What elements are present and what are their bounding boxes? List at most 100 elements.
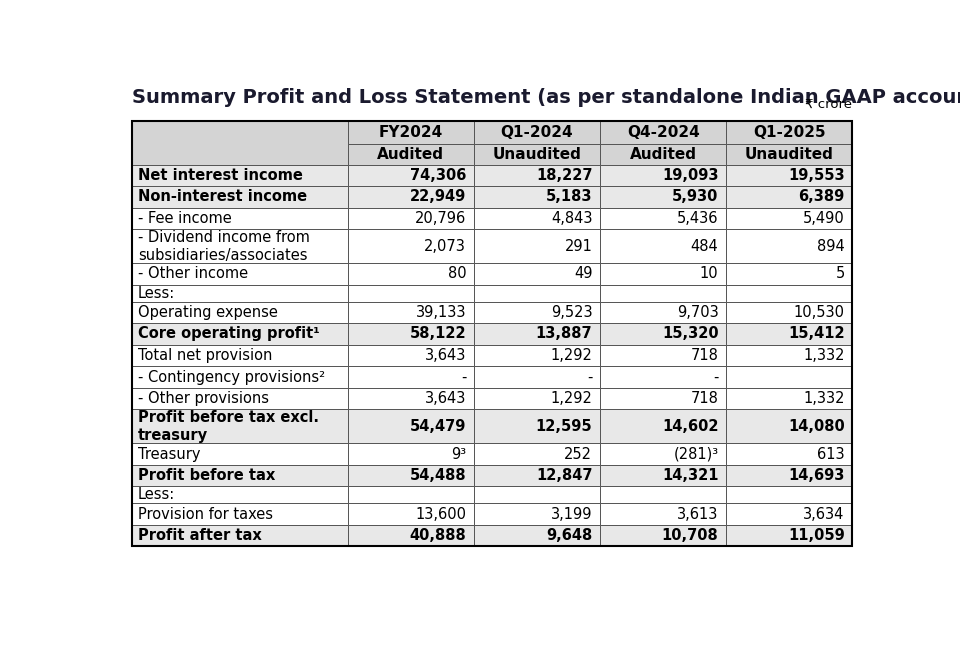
Bar xyxy=(474,503,600,525)
Bar xyxy=(600,323,727,345)
Bar xyxy=(600,486,727,503)
Bar xyxy=(474,465,600,486)
Bar xyxy=(727,186,852,208)
Bar xyxy=(600,444,727,465)
Bar xyxy=(132,302,348,323)
Bar xyxy=(474,263,600,285)
Text: -: - xyxy=(587,370,592,385)
Text: 15,412: 15,412 xyxy=(788,326,845,341)
Bar xyxy=(727,229,852,263)
Bar xyxy=(474,285,600,302)
Bar xyxy=(727,285,852,302)
Text: Less:: Less: xyxy=(138,285,175,301)
Text: 14,602: 14,602 xyxy=(662,419,718,434)
Text: 718: 718 xyxy=(690,348,718,363)
Bar xyxy=(600,345,727,366)
Bar xyxy=(474,144,600,165)
Text: 1,292: 1,292 xyxy=(550,391,592,406)
Bar xyxy=(348,302,474,323)
Bar xyxy=(474,525,600,546)
Bar xyxy=(474,121,600,144)
Bar xyxy=(600,144,727,165)
Bar xyxy=(132,229,348,263)
Text: 40,888: 40,888 xyxy=(410,529,467,543)
Text: 2,073: 2,073 xyxy=(424,239,467,254)
Bar xyxy=(727,525,852,546)
Bar xyxy=(600,263,727,285)
Text: Provision for taxes: Provision for taxes xyxy=(138,507,273,522)
Text: 3,199: 3,199 xyxy=(551,507,592,522)
Bar xyxy=(348,366,474,388)
Bar xyxy=(727,144,852,165)
Bar xyxy=(600,208,727,229)
Text: 54,479: 54,479 xyxy=(410,419,467,434)
Text: - Other income: - Other income xyxy=(138,266,248,281)
Bar xyxy=(600,366,727,388)
Text: Q1-2025: Q1-2025 xyxy=(753,125,826,140)
Text: Unaudited: Unaudited xyxy=(492,147,582,161)
Text: -: - xyxy=(713,370,718,385)
Text: Less:: Less: xyxy=(138,488,175,502)
Bar xyxy=(348,229,474,263)
Text: 613: 613 xyxy=(817,447,845,461)
Bar xyxy=(727,465,852,486)
Text: Audited: Audited xyxy=(377,147,444,161)
Bar xyxy=(348,503,474,525)
Bar xyxy=(348,444,474,465)
Text: 252: 252 xyxy=(564,447,592,461)
Bar xyxy=(474,388,600,409)
Text: 10,530: 10,530 xyxy=(794,305,845,320)
Bar xyxy=(348,263,474,285)
Bar xyxy=(132,486,348,503)
Text: 5,183: 5,183 xyxy=(546,189,592,204)
Text: 9,648: 9,648 xyxy=(546,529,592,543)
Bar xyxy=(727,388,852,409)
Text: FY2024: FY2024 xyxy=(379,125,444,140)
Text: 5: 5 xyxy=(835,266,845,281)
Text: 3,634: 3,634 xyxy=(804,507,845,522)
Text: Core operating profit¹: Core operating profit¹ xyxy=(138,326,320,341)
Bar xyxy=(727,486,852,503)
Bar xyxy=(348,165,474,186)
Bar xyxy=(348,345,474,366)
Text: 9³: 9³ xyxy=(451,447,467,461)
Text: 13,600: 13,600 xyxy=(416,507,467,522)
Bar xyxy=(727,409,852,444)
Bar xyxy=(727,444,852,465)
Text: (281)³: (281)³ xyxy=(673,447,718,461)
Bar xyxy=(474,366,600,388)
Text: - Contingency provisions²: - Contingency provisions² xyxy=(138,370,324,385)
Text: 11,059: 11,059 xyxy=(788,529,845,543)
Bar xyxy=(132,345,348,366)
Bar xyxy=(132,388,348,409)
Text: 5,436: 5,436 xyxy=(677,211,718,226)
Text: Summary Profit and Loss Statement (as per standalone Indian GAAP accounts): Summary Profit and Loss Statement (as pe… xyxy=(132,88,960,107)
Text: 1,332: 1,332 xyxy=(804,348,845,363)
Text: 6,389: 6,389 xyxy=(799,189,845,204)
Text: 894: 894 xyxy=(817,239,845,254)
Bar xyxy=(348,465,474,486)
Bar xyxy=(348,208,474,229)
Bar xyxy=(474,486,600,503)
Text: Audited: Audited xyxy=(630,147,697,161)
Text: 1,332: 1,332 xyxy=(804,391,845,406)
Text: 80: 80 xyxy=(447,266,467,281)
Bar xyxy=(474,409,600,444)
Bar xyxy=(600,409,727,444)
Text: 9,523: 9,523 xyxy=(551,305,592,320)
Text: 12,847: 12,847 xyxy=(536,468,592,483)
Bar xyxy=(348,409,474,444)
Text: 5,490: 5,490 xyxy=(803,211,845,226)
Bar xyxy=(132,525,348,546)
Bar xyxy=(132,465,348,486)
Text: Profit after tax: Profit after tax xyxy=(138,529,261,543)
Bar xyxy=(474,323,600,345)
Bar xyxy=(600,302,727,323)
Bar xyxy=(474,302,600,323)
Bar xyxy=(132,165,348,186)
Text: 20,796: 20,796 xyxy=(415,211,467,226)
Text: Profit before tax excl.
treasury: Profit before tax excl. treasury xyxy=(138,410,319,443)
Bar xyxy=(348,323,474,345)
Text: 14,321: 14,321 xyxy=(662,468,718,483)
Bar xyxy=(474,208,600,229)
